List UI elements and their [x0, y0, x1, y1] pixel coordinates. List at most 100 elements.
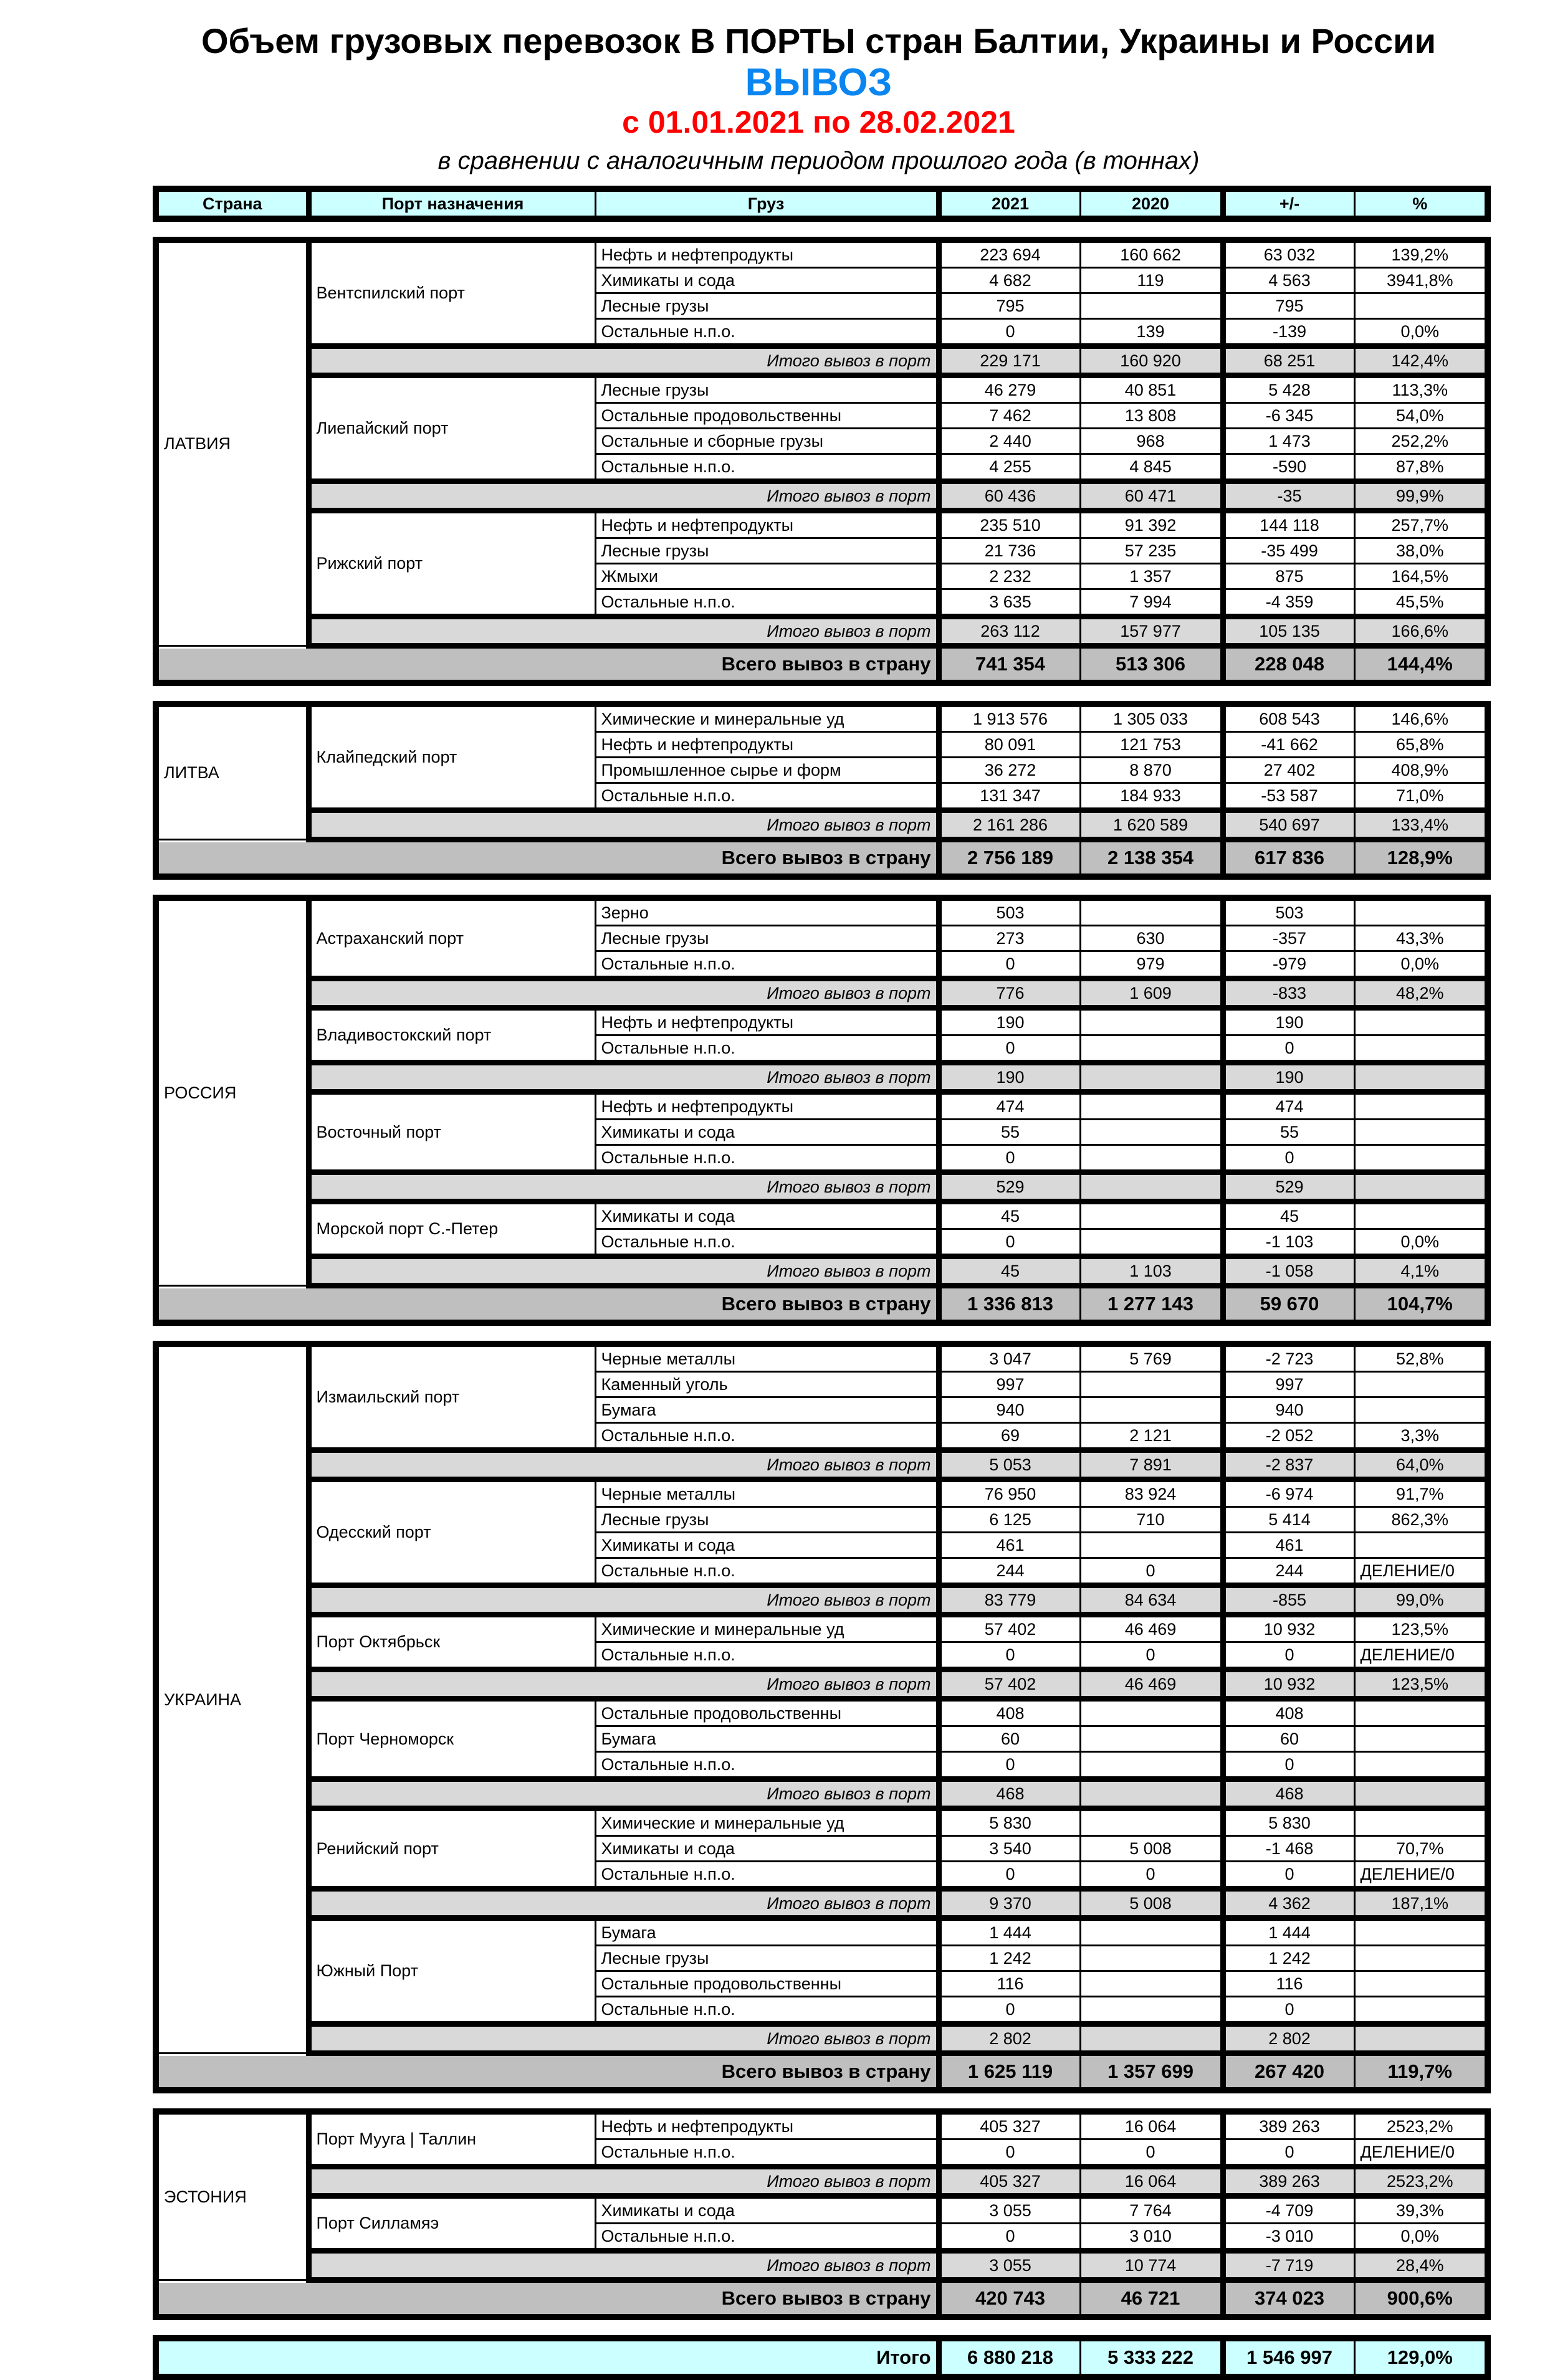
cargo-cell-2021: 57 402 — [937, 1614, 1081, 1644]
cargo-cell-2021: 4 682 — [937, 267, 1081, 295]
cargo-cell-pct: 87,8% — [1353, 453, 1489, 483]
port-total-cell-diff: 468 — [1222, 1776, 1356, 1812]
header-6: +/- — [1222, 188, 1356, 220]
cargo-cell-pct: 52,8% — [1353, 1343, 1489, 1373]
cargo-cell-2020: 0 — [1079, 2138, 1226, 2168]
country-total-cell-2020: 513 306 — [1079, 645, 1226, 684]
cargo-cell: Жмыхи — [594, 563, 942, 591]
cargo-cell-pct — [1353, 1698, 1489, 1728]
cargo-cell-2021: 405 327 — [937, 2111, 1081, 2141]
cargo-cell-2021: 273 — [937, 925, 1081, 953]
cargo-cell-diff: 5 428 — [1222, 374, 1356, 404]
cargo-cell-2021: 0 — [937, 318, 1081, 348]
cargo-cell-diff: 608 543 — [1222, 703, 1356, 733]
country-total-label: Всего вывоз в страну — [155, 1285, 942, 1324]
port-total-cell-2020: 1 103 — [1079, 1254, 1226, 1289]
cargo-cell-2020 — [1079, 1396, 1226, 1424]
cargo-cell-2021: 0 — [937, 1860, 1081, 1890]
port-cell: Порт Октябрьск — [307, 1614, 596, 1671]
cargo-cell-diff: 408 — [1222, 1698, 1356, 1728]
port-total-cell-diff: 2 802 — [1222, 2021, 1356, 2057]
cargo-cell-2020 — [1079, 1034, 1226, 1064]
cargo-cell: Остальные н.п.о. — [594, 453, 942, 483]
port-total-row: Итого вывоз в порт 2 161 286 1 620 589 540 … — [156, 807, 1489, 843]
port-cell: Клайпедский порт — [307, 703, 596, 812]
direction-title: ВЫВОЗ — [745, 61, 892, 105]
port-cell: Рижский порт — [307, 510, 596, 618]
cargo-cell-2021: 0 — [937, 1996, 1081, 2025]
cargo-row: Химикаты и сода 55 55 — [156, 1118, 1489, 1146]
port-total-label: Итого вывоз в порт — [307, 1060, 942, 1095]
cargo-cell: Остальные продовольственны — [594, 402, 942, 430]
port-total-cell-diff: 10 932 — [1222, 1667, 1356, 1702]
port-total-cell-diff: 68 251 — [1222, 343, 1356, 379]
cargo-cell-2020: 3 010 — [1079, 2222, 1226, 2252]
cargo-cell: Бумага — [594, 1725, 942, 1753]
port-total-cell-diff: -833 — [1222, 976, 1356, 1011]
port-total-cell-diff: 190 — [1222, 1060, 1356, 1095]
cargo-cell-diff: -139 — [1222, 318, 1356, 348]
cargo-cell: Химикаты и сода — [594, 267, 942, 295]
cargo-row: Лесные грузы 795 795 — [156, 292, 1489, 320]
cargo-cell-2021: 0 — [937, 2138, 1081, 2168]
cargo-cell-2020 — [1079, 1228, 1226, 1258]
cargo-cell-2021: 474 — [937, 1091, 1081, 1121]
cargo-cell: Черные металлы — [594, 1478, 942, 1508]
cargo-cell-2020: 979 — [1079, 950, 1226, 980]
cargo-cell: Остальные и сборные грузы — [594, 427, 942, 455]
cargo-cell-pct: ДЕЛЕНИЕ/0 — [1353, 1860, 1489, 1890]
cargo-cell-diff: 1 444 — [1222, 1917, 1356, 1947]
cargo-row: Порт Силламяэ Химикаты и сода 3 055 7 764 -4… — [156, 2195, 1489, 2252]
cargo-cell-2020: 1 305 033 — [1079, 703, 1226, 733]
port-total-cell-pct: 123,5% — [1353, 1667, 1489, 1702]
port-total-cell-2020: 1 620 589 — [1079, 807, 1226, 843]
cargo-cell-2021: 503 — [937, 897, 1081, 927]
cargo-cell-pct: 0,0% — [1353, 318, 1489, 348]
cargo-cell-2020 — [1079, 1917, 1226, 1947]
cargo-row: УКРАИНА Измаильский порт Черные металлы 3 0… — [155, 1343, 1489, 2055]
cargo-row: Остальные н.п.о. 3 635 7 994 -4 359 45,5% — [156, 588, 1489, 618]
cargo-cell-diff: 474 — [1222, 1091, 1356, 1121]
cargo-cell-2021: 45 — [937, 1201, 1081, 1230]
port-total-cell-diff: 389 263 — [1222, 2164, 1356, 2199]
cargo-cell-2021: 0 — [937, 1641, 1081, 1671]
cargo-cell-2020: 57 235 — [1079, 537, 1226, 565]
cargo-cell: Лесные грузы — [594, 292, 942, 320]
port-total-row: Итого вывоз в порт 468 468 — [156, 1776, 1489, 1812]
cargo-cell-2020 — [1079, 292, 1226, 320]
port-total-label: Итого вывоз в порт — [307, 807, 942, 843]
cargo-cell-2021: 795 — [937, 292, 1081, 320]
cargo-cell-2021: 69 — [937, 1422, 1081, 1452]
cargo-row: ЛИТВА Клайпедский порт Химические и минера… — [155, 703, 1489, 841]
port-cell: Морской порт С.-Петер — [307, 1201, 596, 1258]
header-5: 2020 — [1079, 188, 1226, 220]
country-total-cell-2021: 1 336 813 — [937, 1285, 1081, 1324]
report-table: Страна Порт назначения Груз 2021 2020 +/-% ЛАТ… — [0, 186, 1545, 2380]
cargo-cell: Бумага — [594, 1396, 942, 1424]
cargo-cell-2020 — [1079, 1144, 1226, 1174]
header-7: % — [1353, 188, 1489, 220]
port-total-label: Итого вывоз в порт — [307, 1254, 942, 1289]
country-total-cell-pct: 104,7% — [1353, 1285, 1489, 1324]
cargo-row: Остальные н.п.о. 0 0 0 ДЕЛЕНИЕ/0 — [156, 2138, 1489, 2168]
cargo-cell: Нефть и нефтепродукты — [594, 1091, 942, 1121]
header-1: Страна — [155, 188, 312, 220]
cargo-cell: Лесные грузы — [594, 537, 942, 565]
cargo-cell: Нефть и нефтепродукты — [594, 2111, 942, 2141]
cargo-cell: Нефть и нефтепродукты — [594, 510, 942, 540]
cargo-cell-2020 — [1079, 1371, 1226, 1399]
cargo-cell-diff: 1 473 — [1222, 427, 1356, 455]
cargo-cell-2020: 121 753 — [1079, 731, 1226, 759]
country-total-cell-pct: 128,9% — [1353, 839, 1489, 878]
cargo-cell: Химикаты и сода — [594, 1531, 942, 1559]
cargo-cell-2020 — [1079, 1007, 1226, 1037]
cargo-row: Лесные грузы 21 736 57 235 -35 499 38,0% — [156, 537, 1489, 565]
cargo-cell: Остальные н.п.о. — [594, 1422, 942, 1452]
port-total-cell-2021: 9 370 — [937, 1886, 1081, 1921]
country-total-cell-2020: 1 277 143 — [1079, 1285, 1226, 1324]
cargo-cell-2021: 55 — [937, 1118, 1081, 1146]
cargo-cell-2020: 630 — [1079, 925, 1226, 953]
cargo-cell-2021: 60 — [937, 1725, 1081, 1753]
port-total-cell-2021: 3 055 — [937, 2248, 1081, 2283]
cargo-cell-2020 — [1079, 1970, 1226, 1998]
